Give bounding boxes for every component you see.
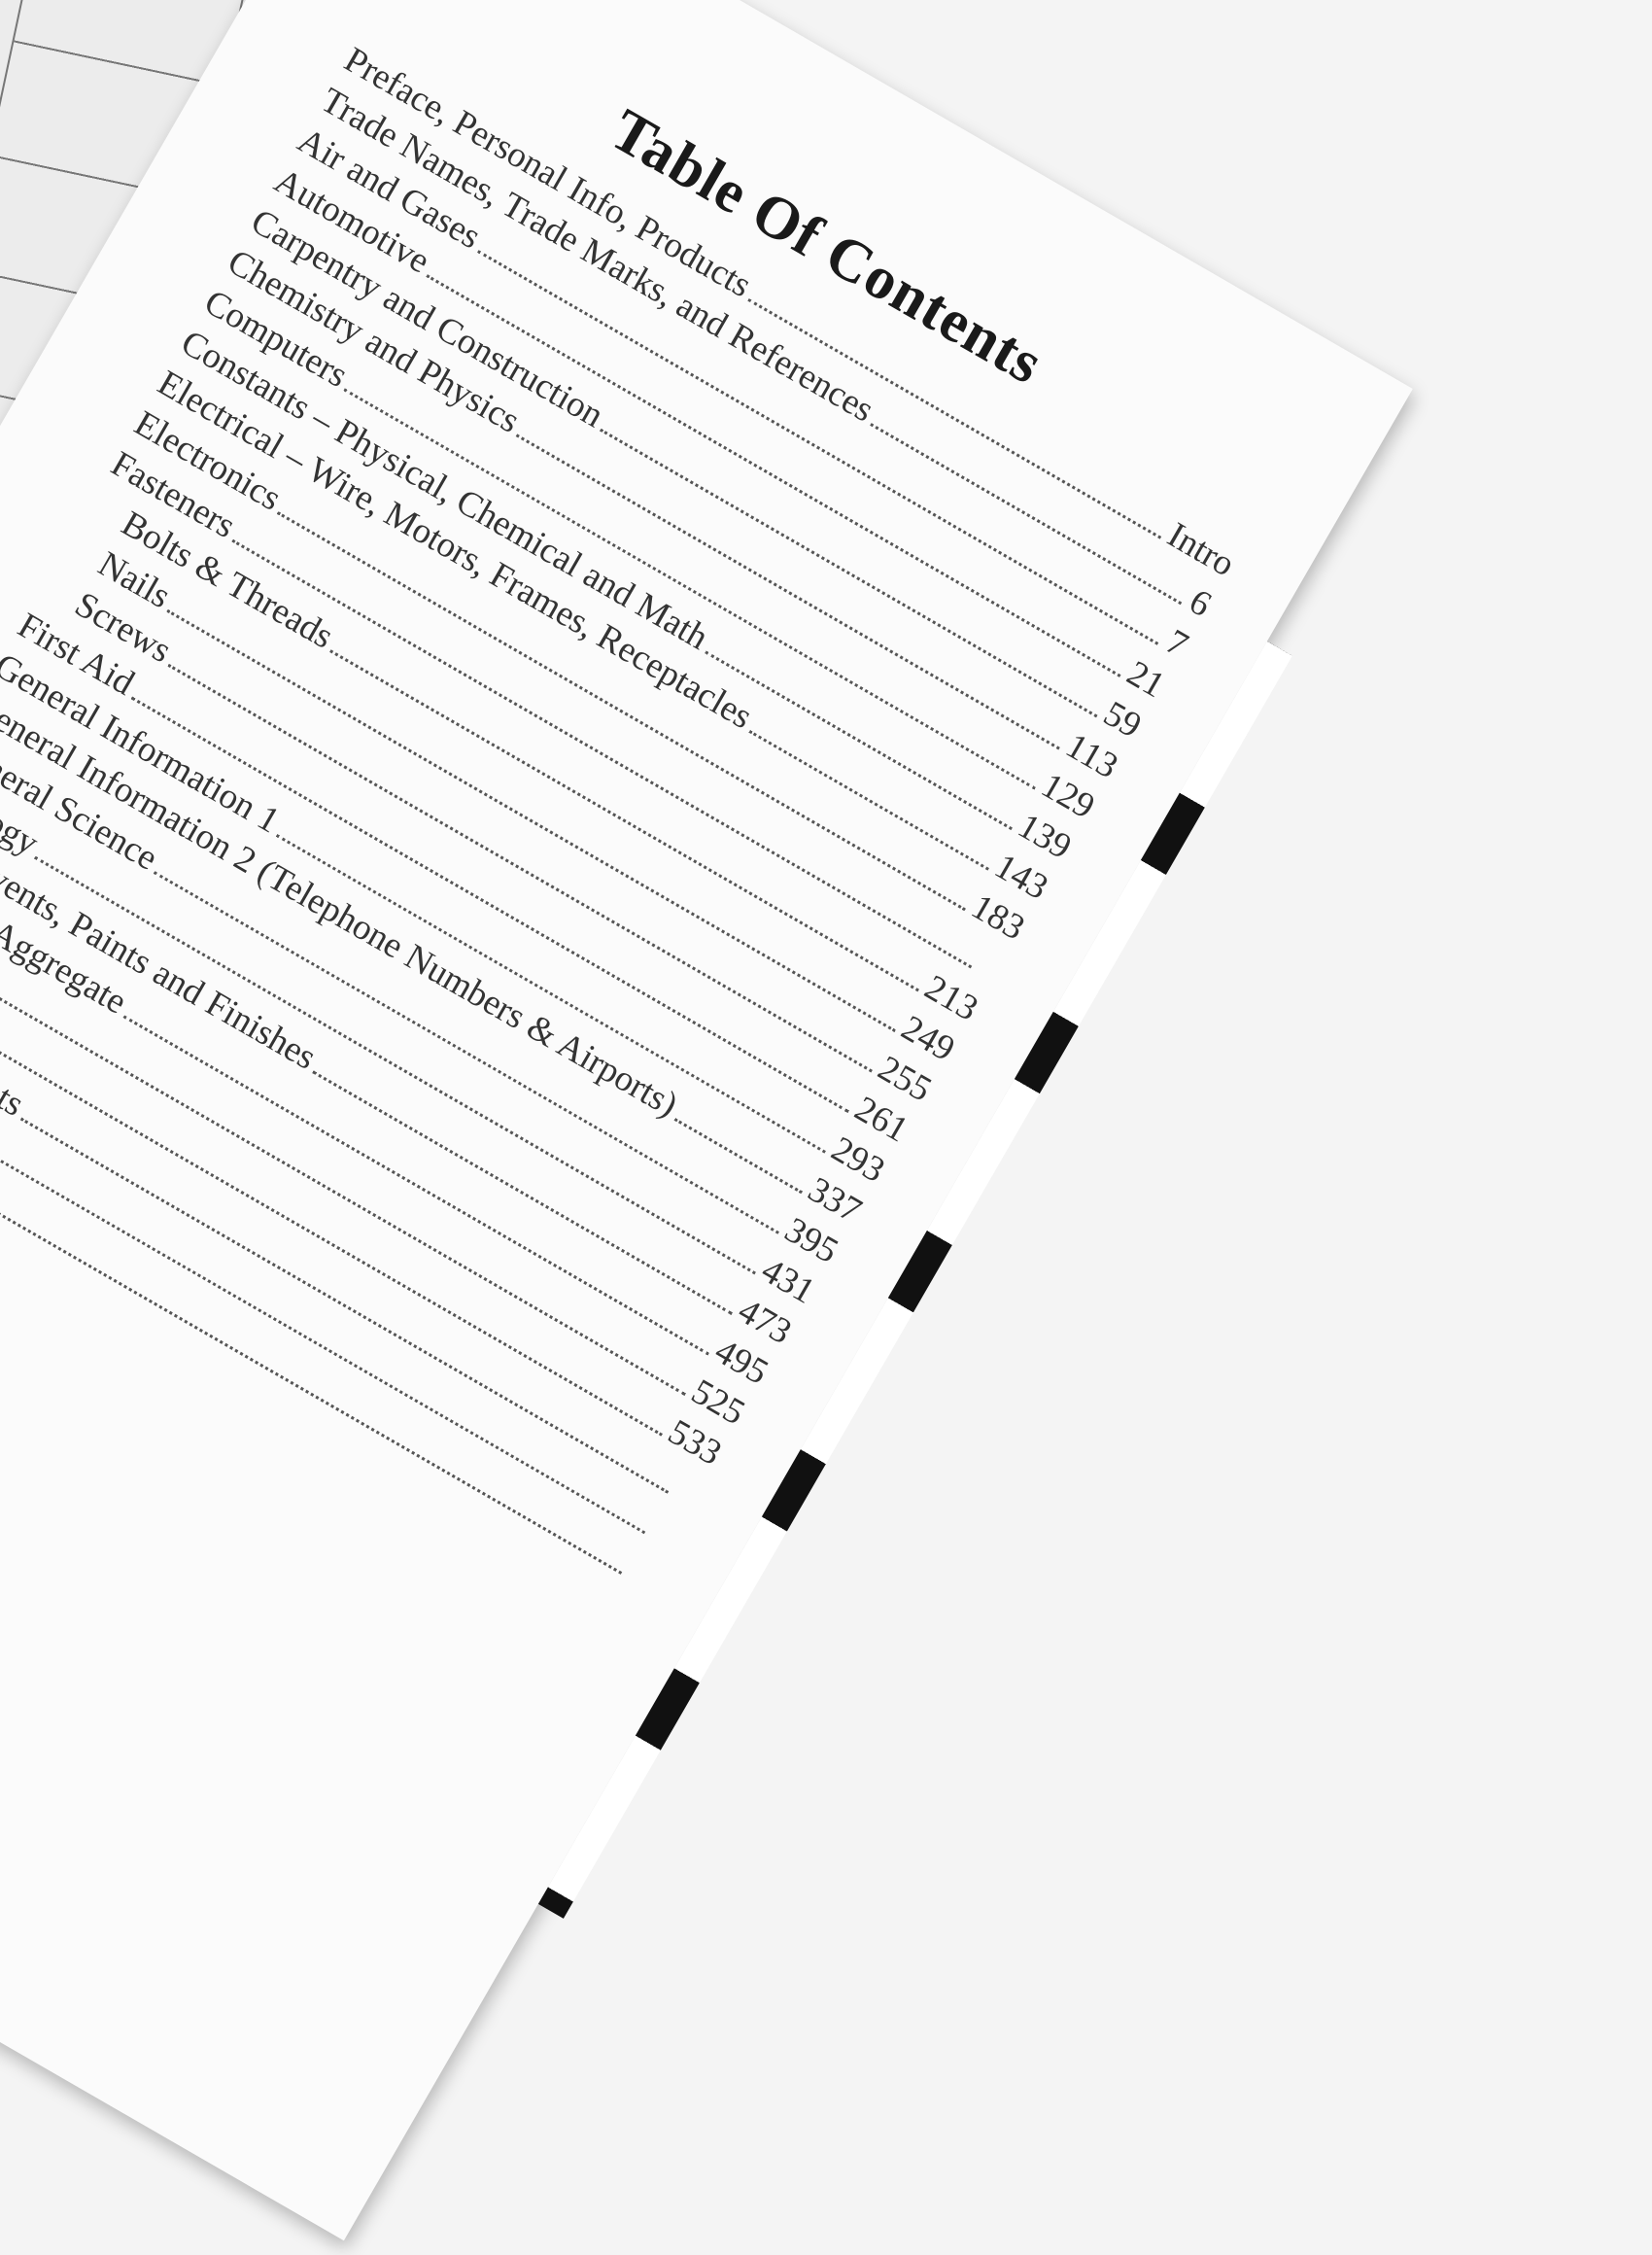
toc-entry-page — [672, 1497, 689, 1507]
right-page: Table Of Contents Preface, Personal Info… — [0, 39, 1292, 1919]
toc-entry-page: 6 — [1182, 581, 1219, 625]
toc-entry-page — [626, 1578, 642, 1587]
toc-entry-page: 7 — [1158, 621, 1195, 666]
toc-entry-page — [649, 1537, 666, 1546]
toc-entry-page — [976, 971, 992, 981]
table-of-contents: Table Of Contents Preface, Personal Info… — [0, 40, 1241, 1587]
